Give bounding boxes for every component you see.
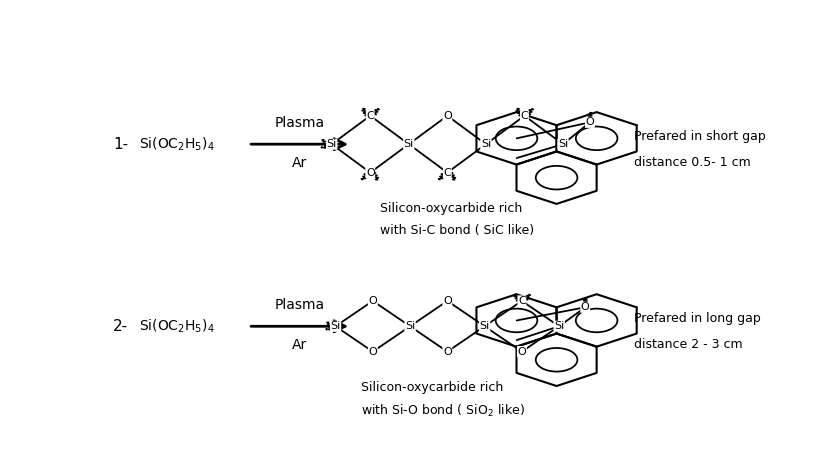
Text: Silicon-oxycarbide rich: Silicon-oxycarbide rich: [379, 202, 522, 215]
Text: C: C: [518, 296, 525, 306]
Text: Si: Si: [557, 139, 567, 149]
Text: distance 2 - 3 cm: distance 2 - 3 cm: [633, 338, 741, 351]
Text: 2-: 2-: [113, 319, 128, 334]
Text: O: O: [585, 117, 594, 127]
Text: with Si-C bond ( SiC like): with Si-C bond ( SiC like): [379, 224, 533, 237]
Text: 1-: 1-: [113, 137, 128, 152]
Text: distance 0.5- 1 cm: distance 0.5- 1 cm: [633, 156, 749, 169]
Text: O: O: [517, 347, 526, 357]
Text: Si: Si: [480, 139, 490, 149]
Text: Prefared in long gap: Prefared in long gap: [633, 313, 759, 325]
Text: O: O: [442, 347, 451, 357]
Text: O: O: [368, 296, 377, 306]
Text: O: O: [368, 347, 377, 357]
Text: Prefared in short gap: Prefared in short gap: [633, 131, 764, 143]
Text: O: O: [442, 296, 451, 306]
Text: Ar: Ar: [291, 338, 307, 352]
Text: C: C: [443, 167, 450, 177]
Text: Si: Si: [403, 139, 413, 149]
Text: Plasma: Plasma: [274, 116, 325, 131]
Text: $\mathrm{with\ Si\text{-}O\ bond\ (\ SiO_2\ like)}$: $\mathrm{with\ Si\text{-}O\ bond\ (\ SiO…: [360, 403, 524, 419]
Text: Si: Si: [404, 321, 415, 331]
Text: Si: Si: [330, 321, 340, 331]
Text: $\mathrm{Si(OC_2H_5)_4}$: $\mathrm{Si(OC_2H_5)_4}$: [139, 135, 214, 153]
Text: Silicon-oxycarbide rich: Silicon-oxycarbide rich: [360, 381, 503, 394]
Text: $\mathrm{Si(OC_2H_5)_4}$: $\mathrm{Si(OC_2H_5)_4}$: [139, 317, 214, 335]
Text: Ar: Ar: [291, 156, 307, 170]
Text: C: C: [520, 111, 527, 121]
Text: O: O: [365, 167, 374, 177]
Text: Si: Si: [553, 321, 564, 331]
Text: O: O: [442, 111, 451, 121]
Text: Plasma: Plasma: [274, 298, 325, 313]
Text: C: C: [366, 111, 373, 121]
Text: Si: Si: [479, 321, 489, 331]
Text: O: O: [580, 302, 589, 312]
Text: Si: Si: [326, 139, 336, 149]
